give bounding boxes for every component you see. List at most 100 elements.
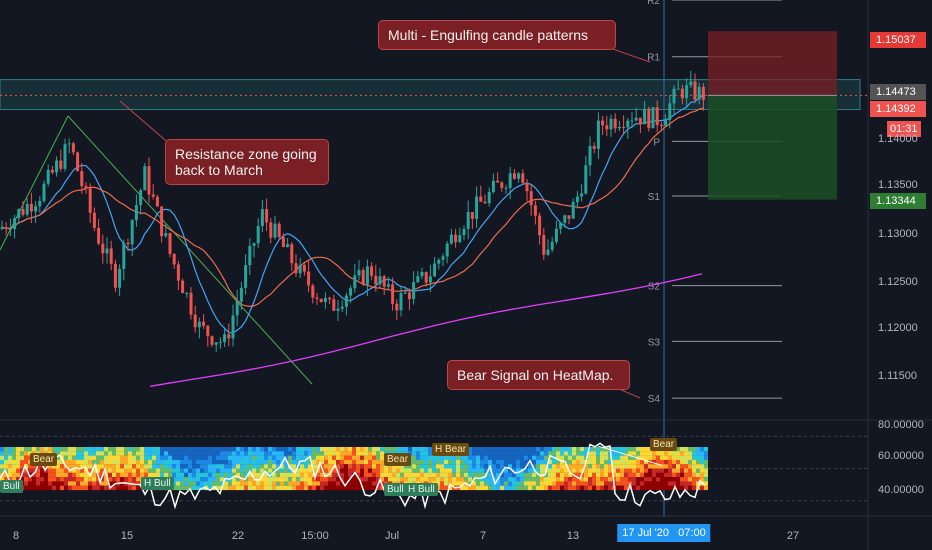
- heatmap-cell: [416, 472, 420, 478]
- candle-body: [118, 268, 122, 288]
- heatmap-cell: [332, 468, 336, 473]
- heatmap-cell: [68, 472, 72, 478]
- heatmap-cell: [28, 447, 32, 452]
- heatmap-cell: [92, 468, 96, 473]
- heatmap-cell: [52, 468, 56, 473]
- heatmap-cell: [132, 447, 136, 452]
- candle-body: [46, 169, 50, 184]
- heatmap-cell: [212, 447, 216, 452]
- heatmap-cell: [160, 468, 164, 473]
- heatmap-cell: [600, 451, 604, 456]
- heatmap-cell: [344, 464, 348, 469]
- heatmap-cell: [340, 472, 344, 478]
- heatmap-cell: [540, 477, 544, 482]
- candle-body: [164, 233, 168, 237]
- heatmap-cell: [396, 447, 400, 452]
- y-tick-label: 1.11500: [878, 370, 917, 382]
- heatmap-cell: [524, 459, 528, 465]
- heatmap-cell: [484, 459, 488, 465]
- signal-badge-hidden-bear: H Bear: [432, 443, 470, 456]
- heatmap-cell: [208, 481, 212, 486]
- heatmap-cell: [252, 472, 256, 478]
- heatmap-cell: [368, 459, 372, 465]
- heatmap-cell: [128, 485, 132, 491]
- heatmap-cell: [496, 464, 500, 469]
- heatmap-cell: [336, 472, 340, 478]
- heatmap-cell: [372, 459, 376, 465]
- heatmap-cell: [404, 468, 408, 473]
- heatmap-cell: [112, 447, 116, 452]
- candle-body: [38, 201, 42, 207]
- heatmap-cell: [624, 472, 628, 478]
- candle-body: [126, 242, 130, 245]
- candle-body: [546, 249, 550, 255]
- heatmap-cell: [568, 472, 572, 478]
- heatmap-cell: [128, 455, 132, 460]
- heatmap-cell: [360, 477, 364, 482]
- heatmap-cell: [476, 481, 480, 486]
- price-tag-target: 1.13344: [870, 193, 926, 209]
- candle-body: [563, 215, 567, 223]
- candle-body: [550, 241, 554, 250]
- heatmap-cell: [176, 451, 180, 456]
- heatmap-cell: [660, 468, 664, 473]
- heatmap-cell: [288, 455, 292, 460]
- heatmap-cell: [12, 451, 16, 456]
- heatmap-cell: [36, 481, 40, 486]
- heatmap-cell: [100, 459, 104, 465]
- heatmap-cell: [196, 485, 200, 491]
- heatmap-cell: [56, 468, 60, 473]
- candle-body: [92, 212, 96, 228]
- heatmap-cell: [124, 455, 128, 460]
- heatmap-cell: [680, 464, 684, 469]
- heatmap-cell: [340, 451, 344, 456]
- heatmap-cell: [504, 481, 508, 486]
- heatmap-cell: [516, 455, 520, 460]
- heatmap-cell: [68, 485, 72, 491]
- heatmap-cell: [492, 451, 496, 456]
- heatmap-cell: [220, 464, 224, 469]
- heatmap-cell: [268, 477, 272, 482]
- heatmap-cell: [660, 459, 664, 465]
- heatmap-cell: [676, 455, 680, 460]
- heatmap-cell: [16, 447, 20, 452]
- heatmap-cell: [56, 464, 60, 469]
- heatmap-cell: [84, 472, 88, 478]
- heatmap-cell: [556, 464, 560, 469]
- heatmap-cell: [696, 447, 700, 452]
- heatmap-cell: [216, 472, 220, 478]
- heatmap-cell: [688, 472, 692, 478]
- heatmap-cell: [236, 468, 240, 473]
- heatmap-cell: [680, 451, 684, 456]
- heatmap-cell: [392, 472, 396, 478]
- heatmap-cell: [20, 447, 24, 452]
- heatmap-cell: [568, 477, 572, 482]
- heatmap-cell: [248, 485, 252, 491]
- heatmap-cell: [556, 485, 560, 491]
- heatmap-cell: [276, 464, 280, 469]
- heatmap-cell: [24, 481, 28, 486]
- heatmap-cell: [52, 485, 56, 491]
- heatmap-cell: [204, 468, 208, 473]
- heatmap-cell: [452, 472, 456, 478]
- heatmap-cell: [240, 451, 244, 456]
- heatmap-cell: [548, 472, 552, 478]
- heatmap-cell: [228, 468, 232, 473]
- heatmap-cell: [680, 481, 684, 486]
- heatmap-cell: [180, 481, 184, 486]
- heatmap-cell: [108, 472, 112, 478]
- heatmap-cell: [396, 477, 400, 482]
- heatmap-cell: [656, 451, 660, 456]
- heatmap-cell: [232, 451, 236, 456]
- candle-body: [218, 341, 222, 343]
- heatmap-cell: [240, 472, 244, 478]
- heatmap-cell: [20, 468, 24, 473]
- heatmap-cell: [460, 472, 464, 478]
- heatmap-cell: [560, 447, 564, 452]
- heatmap-cell: [572, 481, 576, 486]
- heatmap-cell: [204, 459, 208, 465]
- heatmap-cell: [332, 455, 336, 460]
- heatmap-cell: [500, 477, 504, 482]
- heatmap-cell: [152, 451, 156, 456]
